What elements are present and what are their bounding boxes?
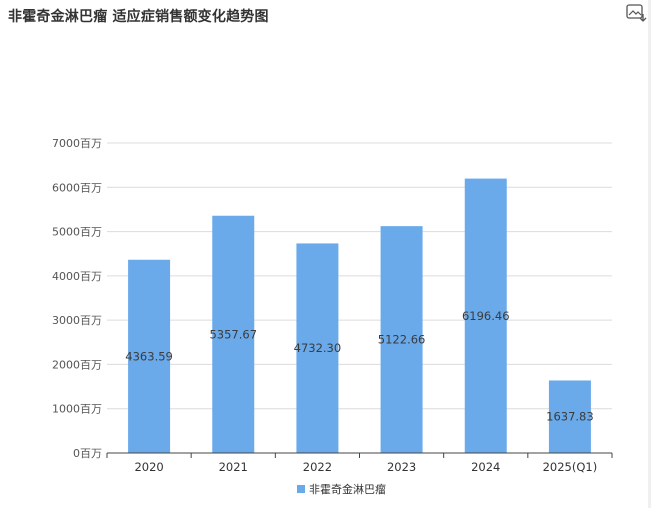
y-axis-ticks: 0百万 1000百万 2000百万 3000百万 4000百万 5000百万 6000百万 7… <box>52 137 102 460</box>
save-image-icon <box>626 4 647 22</box>
y-tick-label: 2000百万 <box>52 358 102 371</box>
chart-title: 非霍奇金淋巴瘤 适应症销售额变化趋势图 <box>8 9 269 25</box>
scrollbar-edge <box>648 0 651 508</box>
bar[interactable] <box>296 243 339 453</box>
y-tick-label: 4000百万 <box>52 270 102 283</box>
y-tick-label: 7000百万 <box>52 137 102 150</box>
bar[interactable] <box>548 380 591 453</box>
bar[interactable] <box>380 226 423 453</box>
save-as-image-button[interactable] <box>624 2 648 24</box>
y-tick-label: 6000百万 <box>52 181 102 194</box>
y-tick-label: 3000百万 <box>52 314 102 327</box>
y-tick-label: 0百万 <box>73 447 102 460</box>
y-tick-label: 1000百万 <box>52 403 102 416</box>
x-tick-label: 2023 <box>387 460 416 474</box>
y-tick-label: 5000百万 <box>52 226 102 239</box>
legend[interactable]: 非霍奇金淋巴瘤 <box>297 482 386 496</box>
gridlines <box>107 142 612 410</box>
legend-label: 非霍奇金淋巴瘤 <box>309 482 386 496</box>
bar[interactable] <box>128 259 171 453</box>
x-tick-label: 2024 <box>471 460 500 474</box>
data-labels: 4363.59 5357.67 4732.30 5122.66 6196.46 1637.… <box>125 309 593 424</box>
bars <box>128 178 591 454</box>
x-tick-label: 2025(Q1) <box>543 460 598 474</box>
data-label: 4363.59 <box>125 349 173 363</box>
legend-swatch <box>297 485 305 493</box>
x-tick-label: 2020 <box>134 460 163 474</box>
bar[interactable] <box>464 178 507 454</box>
data-label: 5357.67 <box>209 327 257 341</box>
data-label: 4732.30 <box>294 341 342 355</box>
x-axis-ticks: 2020 2021 2022 2023 2024 2025(Q1) <box>106 453 613 474</box>
x-tick-label: 2021 <box>219 460 248 474</box>
data-label: 5122.66 <box>378 333 426 347</box>
data-label: 1637.83 <box>546 410 594 424</box>
data-label: 6196.46 <box>462 309 510 323</box>
bar[interactable] <box>212 215 255 453</box>
x-tick-label: 2022 <box>303 460 332 474</box>
